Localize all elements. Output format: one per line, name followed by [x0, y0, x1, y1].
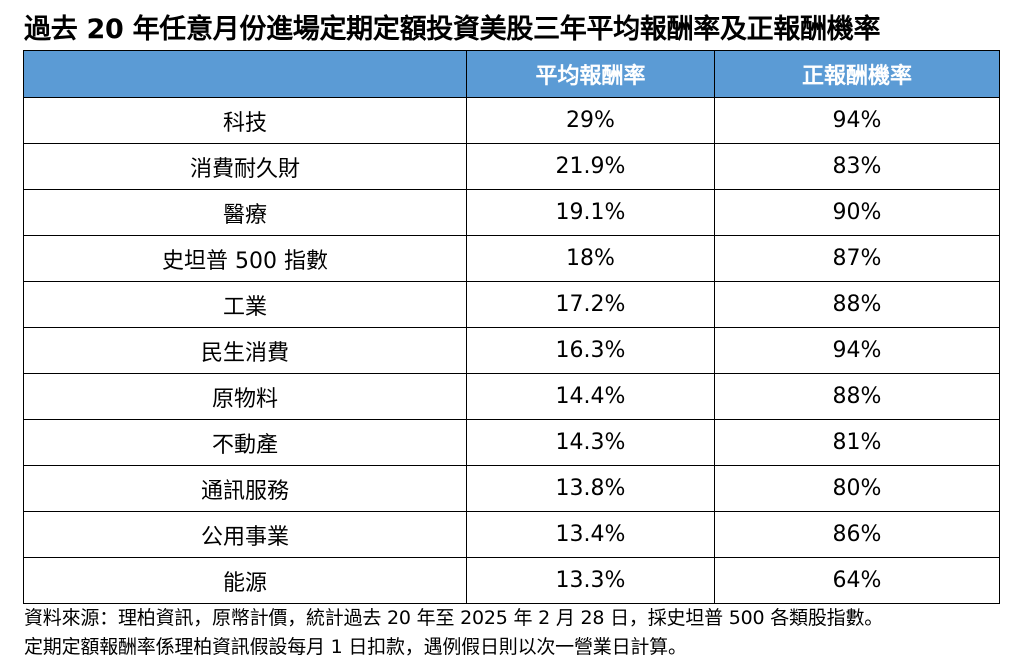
method-footnote: 定期定額報酬率係理柏資訊假設每月 1 日扣款，遇例假日則以次一營業日計算。 [24, 636, 687, 658]
avg-return-cell: 17.2% [466, 281, 715, 328]
sector-cell: 醫療 [23, 189, 467, 236]
header-avg-return: 平均報酬率 [466, 50, 715, 98]
avg-return-cell: 14.3% [466, 419, 715, 466]
header-sector [23, 50, 467, 98]
sector-cell: 民生消費 [23, 327, 467, 374]
avg-return-cell: 14.4% [466, 373, 715, 420]
sector-cell: 不動產 [23, 419, 467, 466]
positive-prob-cell: 90% [714, 189, 1000, 236]
page-title: 過去 20 年任意月份進場定期定額投資美股三年平均報酬率及正報酬機率 [24, 14, 881, 45]
positive-prob-cell: 88% [714, 373, 1000, 420]
header-positive-prob: 正報酬機率 [714, 50, 1000, 98]
table-row: 不動產 14.3% 81% [23, 419, 1000, 466]
table-row: 醫療 19.1% 90% [23, 189, 1000, 236]
table-row: 能源 13.3% 64% [23, 557, 1000, 604]
avg-return-cell: 13.4% [466, 511, 715, 558]
table-row: 消費耐久財 21.9% 83% [23, 143, 1000, 190]
positive-prob-cell: 83% [714, 143, 1000, 190]
table-row: 民生消費 16.3% 94% [23, 327, 1000, 374]
table-row: 工業 17.2% 88% [23, 281, 1000, 328]
positive-prob-cell: 81% [714, 419, 1000, 466]
sector-cell: 能源 [23, 557, 467, 604]
table-row: 公用事業 13.4% 86% [23, 511, 1000, 558]
positive-prob-cell: 86% [714, 511, 1000, 558]
positive-prob-cell: 94% [714, 97, 1000, 144]
avg-return-cell: 13.3% [466, 557, 715, 604]
table-row: 史坦普 500 指數 18% 87% [23, 235, 1000, 282]
avg-return-cell: 29% [466, 97, 715, 144]
table-row: 原物料 14.4% 88% [23, 373, 1000, 420]
returns-table: 平均報酬率 正報酬機率 科技 29% 94% 消費耐久財 21.9% 83% 醫… [23, 50, 1000, 604]
sector-cell: 消費耐久財 [23, 143, 467, 190]
positive-prob-cell: 80% [714, 465, 1000, 512]
sector-cell: 工業 [23, 281, 467, 328]
avg-return-cell: 13.8% [466, 465, 715, 512]
positive-prob-cell: 88% [714, 281, 1000, 328]
source-footnote: 資料來源：理柏資訊，原幣計價，統計過去 20 年至 2025 年 2 月 28 … [24, 607, 884, 629]
sector-cell: 科技 [23, 97, 467, 144]
sector-cell: 原物料 [23, 373, 467, 420]
positive-prob-cell: 94% [714, 327, 1000, 374]
avg-return-cell: 21.9% [466, 143, 715, 190]
table-row: 通訊服務 13.8% 80% [23, 465, 1000, 512]
positive-prob-cell: 64% [714, 557, 1000, 604]
sector-cell: 史坦普 500 指數 [23, 235, 467, 282]
table-row: 科技 29% 94% [23, 97, 1000, 144]
positive-prob-cell: 87% [714, 235, 1000, 282]
sector-cell: 通訊服務 [23, 465, 467, 512]
avg-return-cell: 18% [466, 235, 715, 282]
sector-cell: 公用事業 [23, 511, 467, 558]
avg-return-cell: 19.1% [466, 189, 715, 236]
table-header-row: 平均報酬率 正報酬機率 [23, 50, 1000, 98]
avg-return-cell: 16.3% [466, 327, 715, 374]
